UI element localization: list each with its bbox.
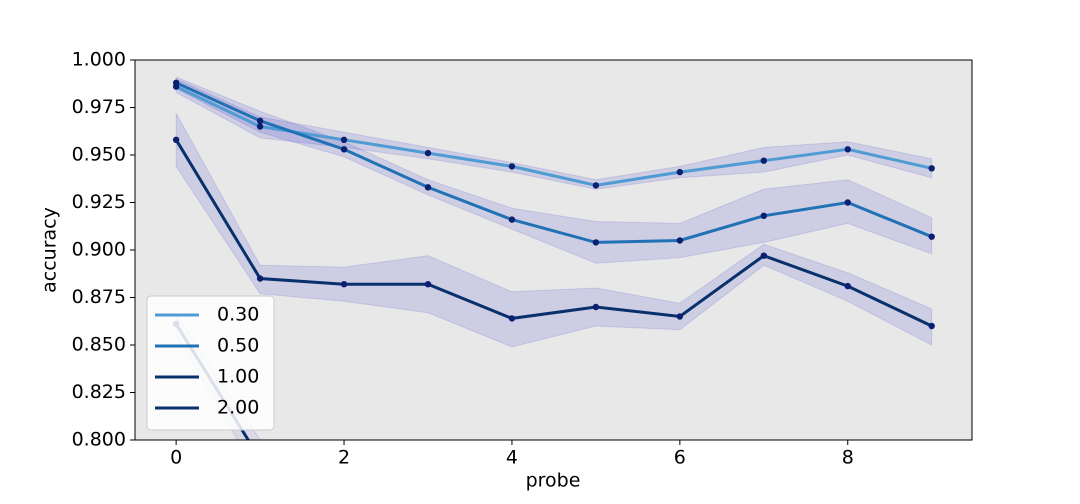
y-tick-label: 0.975	[72, 96, 126, 118]
data-point	[844, 199, 851, 206]
legend-label: 0.50	[217, 335, 259, 357]
x-tick-label: 8	[842, 447, 854, 469]
y-tick-label: 0.800	[72, 429, 126, 451]
series-line	[175, 85, 933, 187]
confidence-band	[175, 78, 933, 190]
data-point	[676, 168, 684, 176]
x-tick-label: 2	[338, 447, 350, 469]
data-point	[676, 237, 684, 244]
data-point	[760, 157, 767, 164]
data-point	[760, 212, 767, 219]
series-line	[175, 81, 933, 244]
confidence-band	[175, 112, 933, 348]
data-point	[340, 146, 348, 153]
data-point	[424, 281, 432, 288]
legend-label: 0.30	[217, 304, 259, 326]
data-point	[928, 165, 935, 172]
plot-content	[172, 76, 935, 462]
x-tick-label: 4	[506, 447, 518, 469]
data-point	[928, 233, 935, 240]
legend-label: 1.00	[217, 366, 259, 388]
y-tick-label: 0.950	[72, 144, 126, 166]
y-tick-label: 0.900	[72, 239, 126, 261]
data-point	[760, 252, 767, 259]
confidence-band	[175, 76, 933, 264]
data-point	[257, 456, 263, 462]
data-point	[592, 303, 600, 311]
data-point	[256, 117, 264, 125]
y-axis-label: accuracy	[39, 207, 61, 293]
data-point	[256, 275, 264, 282]
data-point	[424, 149, 432, 157]
data-point	[676, 313, 684, 320]
x-tick-label: 6	[674, 447, 686, 469]
data-point	[844, 282, 851, 290]
data-point	[172, 136, 180, 143]
data-point	[340, 136, 348, 143]
data-point	[928, 322, 935, 330]
data-point	[592, 239, 600, 246]
data-point	[508, 315, 516, 322]
x-tick-label: 0	[170, 447, 182, 469]
series-line	[174, 139, 933, 328]
data-point	[592, 182, 600, 189]
legend-box	[146, 295, 275, 431]
y-tick-label: 0.850	[72, 334, 126, 356]
y-tick-label: 0.925	[72, 191, 126, 213]
data-point	[844, 146, 851, 153]
data-point	[340, 281, 348, 288]
data-point	[508, 163, 516, 170]
data-point	[508, 216, 516, 223]
legend-label: 2.00	[217, 397, 259, 419]
x-axis-label: probe	[526, 470, 581, 492]
y-tick-label: 1.000	[72, 49, 126, 71]
y-tick-label: 0.825	[72, 381, 126, 403]
data-point	[172, 79, 180, 87]
data-point	[424, 184, 432, 191]
y-tick-label: 0.875	[72, 286, 126, 308]
data-point	[256, 123, 264, 130]
